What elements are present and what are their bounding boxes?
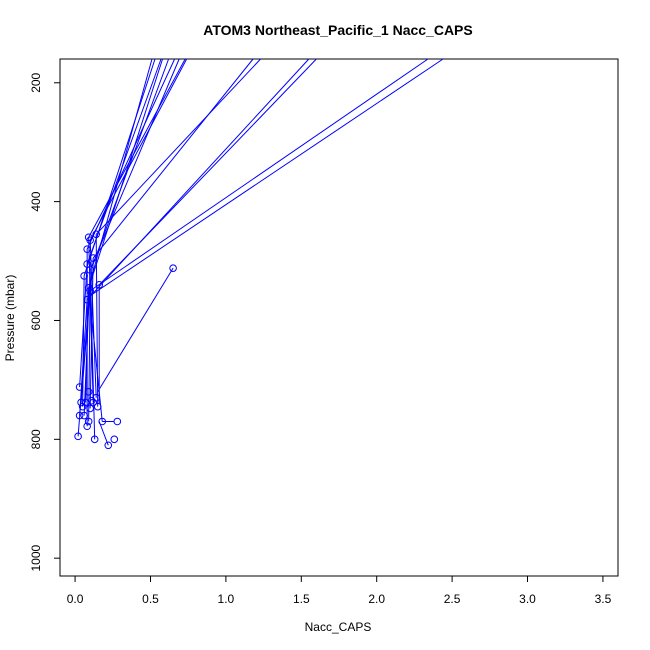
- profile-line: [89, 269, 96, 440]
- data-point: [87, 396, 96, 405]
- x-tick-label: 3.5: [595, 592, 612, 606]
- series-points: [74, 230, 177, 450]
- profile-line: [89, 58, 180, 271]
- x-tick-label: 1.0: [218, 592, 235, 606]
- profile-line: [97, 267, 174, 393]
- x-tick-label: 2.0: [368, 592, 385, 606]
- y-tick-label: 200: [29, 72, 43, 92]
- y-tick-label: 600: [29, 310, 43, 330]
- y-tick-label: 800: [29, 429, 43, 449]
- profile-line: [88, 237, 94, 403]
- profile-line: [91, 58, 164, 280]
- y-tick-label: 400: [29, 191, 43, 211]
- data-point: [83, 422, 91, 431]
- data-point: [84, 387, 93, 396]
- data-point: [75, 411, 84, 420]
- profile-line: [88, 58, 153, 288]
- x-tick-label: 2.5: [444, 592, 461, 606]
- x-tick-label: 3.0: [519, 592, 536, 606]
- profile-line: [86, 58, 176, 250]
- profile-line: [88, 58, 186, 238]
- profile-line: [98, 421, 109, 446]
- data-point: [113, 417, 122, 426]
- data-point: [93, 402, 102, 411]
- profile-line: [88, 287, 103, 422]
- data-point: [80, 411, 88, 420]
- x-tick-label: 0.0: [67, 592, 84, 606]
- profile-line: [82, 275, 85, 407]
- profile-line: [86, 58, 310, 301]
- data-point: [84, 417, 93, 426]
- data-point: [98, 417, 107, 426]
- data-point: [86, 404, 94, 413]
- data-point: [86, 236, 94, 245]
- data-point: [92, 230, 100, 239]
- data-point: [83, 245, 91, 253]
- x-axis-label: Nacc_CAPS: [305, 620, 372, 634]
- profile-line: [92, 58, 254, 259]
- x-tick-label: 0.5: [142, 592, 159, 606]
- profile-line: [88, 58, 444, 298]
- data-point: [74, 432, 82, 441]
- series-lines: [77, 58, 444, 446]
- data-point: [104, 441, 113, 450]
- data-point: [86, 266, 94, 274]
- data-point: [75, 383, 84, 391]
- profile-line: [89, 58, 429, 292]
- data-point: [86, 286, 94, 295]
- data-point: [95, 281, 104, 289]
- x-axis: 0.0 0.5 1.0 1.5 2.0 2.5 3.0 3.5: [67, 575, 612, 606]
- data-point: [169, 264, 177, 272]
- data-point: [83, 295, 91, 304]
- chart-title: ATOM3 Northeast_Pacific_1 Nacc_CAPS: [203, 22, 472, 38]
- y-tick-label: 1000: [29, 545, 43, 572]
- profile-line: [95, 58, 261, 235]
- y-axis: 200 400 600 800 1000: [29, 72, 61, 572]
- data-point: [77, 398, 85, 407]
- data-point: [90, 435, 99, 444]
- x-tick-label: 1.5: [293, 592, 310, 606]
- data-point: [89, 254, 97, 262]
- data-point: [80, 272, 88, 280]
- profile-line: [92, 58, 170, 265]
- y-axis-label: Pressure (mbar): [3, 275, 17, 362]
- profile-line: [89, 58, 188, 241]
- data-point: [110, 435, 119, 444]
- data-point: [83, 260, 91, 268]
